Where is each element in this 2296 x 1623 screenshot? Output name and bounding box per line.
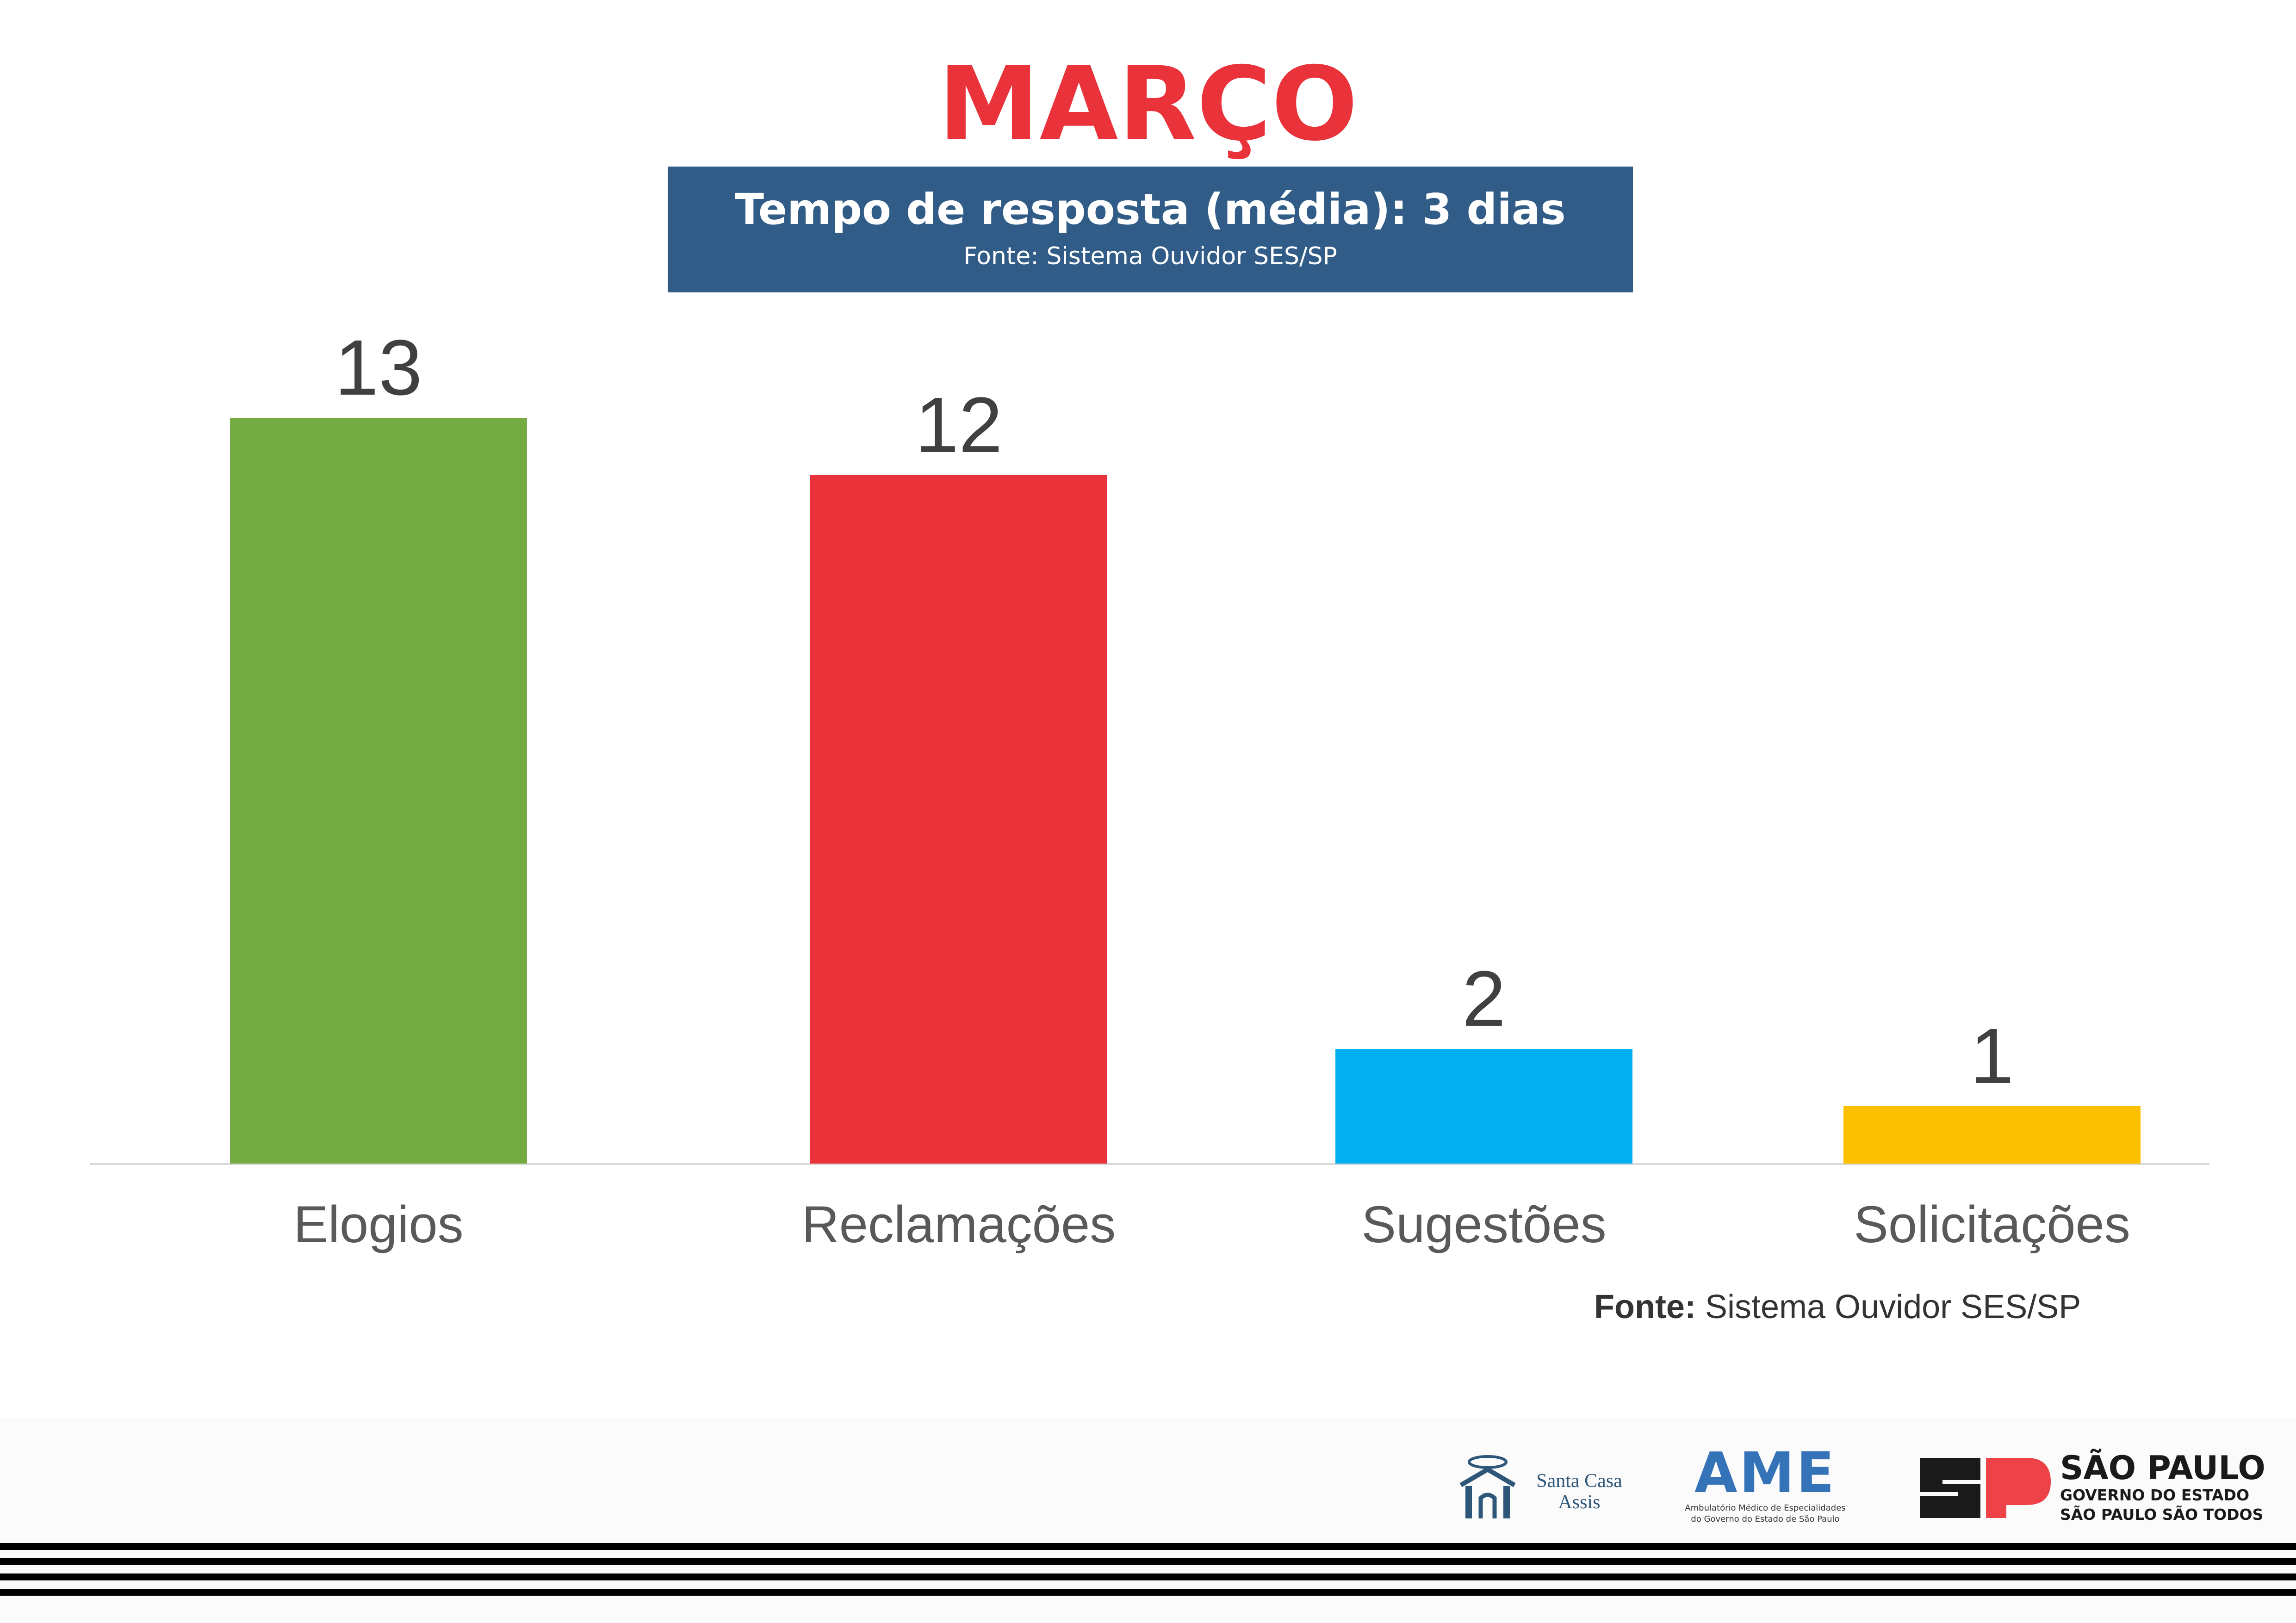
bar-chart: 13 Elogios 12 Reclamações 2 Sugestões 1 Solicit… (90, 324, 2209, 1253)
footer-source-label: Fonte: (1594, 1288, 1696, 1326)
sp-text-block: SÃO PAULO GOVERNO DO ESTADO SÃO PAULO SÃ… (2060, 1449, 2265, 1524)
category-label: Reclamações (802, 1196, 1116, 1253)
sp-line2: GOVERNO DO ESTADO (2060, 1486, 2250, 1504)
bar-reclamacoes (810, 475, 1107, 1164)
footer-stripe (0, 1558, 2296, 1565)
category-label: Sugestões (1361, 1196, 1606, 1253)
response-time-text: Tempo de resposta (média): 3 dias (735, 185, 1566, 234)
santa-casa-building-icon (1459, 1455, 1516, 1518)
footer-stripe (0, 1543, 2296, 1550)
data-label: 12 (915, 381, 1002, 469)
sp-line1: SÃO PAULO (2060, 1449, 2265, 1487)
bar-solicitacoes (1843, 1106, 2141, 1164)
footer-source-text: Sistema Ouvidor SES/SP (1695, 1288, 2081, 1326)
response-time-banner: Tempo de resposta (média): 3 dias Fonte:… (668, 167, 1633, 292)
data-label: 2 (1462, 955, 1506, 1043)
ame-wordmark: AME (1694, 1441, 1837, 1505)
ame-logo: AME Ambulatório Médico de Especialidades… (1677, 1443, 1853, 1531)
category-label: Elogios (293, 1196, 463, 1253)
bar-elogios (230, 418, 527, 1164)
santa-casa-line1: Santa Casa (1536, 1470, 1622, 1492)
sp-line3: SÃO PAULO SÃO TODOS (2060, 1505, 2264, 1524)
santa-casa-logo: Santa Casa Assis (1455, 1453, 1631, 1522)
santa-casa-line2: Assis (1558, 1492, 1601, 1513)
data-label: 13 (335, 324, 422, 412)
footer-stripe (0, 1573, 2296, 1580)
banner-source-text: Fonte: Sistema Ouvidor SES/SP (963, 242, 1337, 270)
ame-sub-line2: do Governo do Estado de São Paulo (1691, 1514, 1840, 1524)
sao-paulo-government-logo: SÃO PAULO GOVERNO DO ESTADO SÃO PAULO SÃ… (1916, 1450, 2265, 1529)
footer-stripe (0, 1589, 2296, 1596)
data-label: 1 (1970, 1012, 2014, 1100)
sp-monogram-icon (1920, 1458, 2051, 1518)
category-label: Solicitações (1854, 1196, 2130, 1253)
ame-sub-line1: Ambulatório Médico de Especialidades (1685, 1503, 1846, 1513)
bar-sugestoes (1335, 1049, 1632, 1164)
ame-subtitle: Ambulatório Médico de Especialidades do … (1677, 1503, 1853, 1525)
footer-source: Fonte: Sistema Ouvidor SES/SP (1594, 1286, 2081, 1328)
page-title: MARÇO (938, 45, 1358, 163)
santa-casa-name: Santa Casa Assis (1524, 1470, 1635, 1513)
